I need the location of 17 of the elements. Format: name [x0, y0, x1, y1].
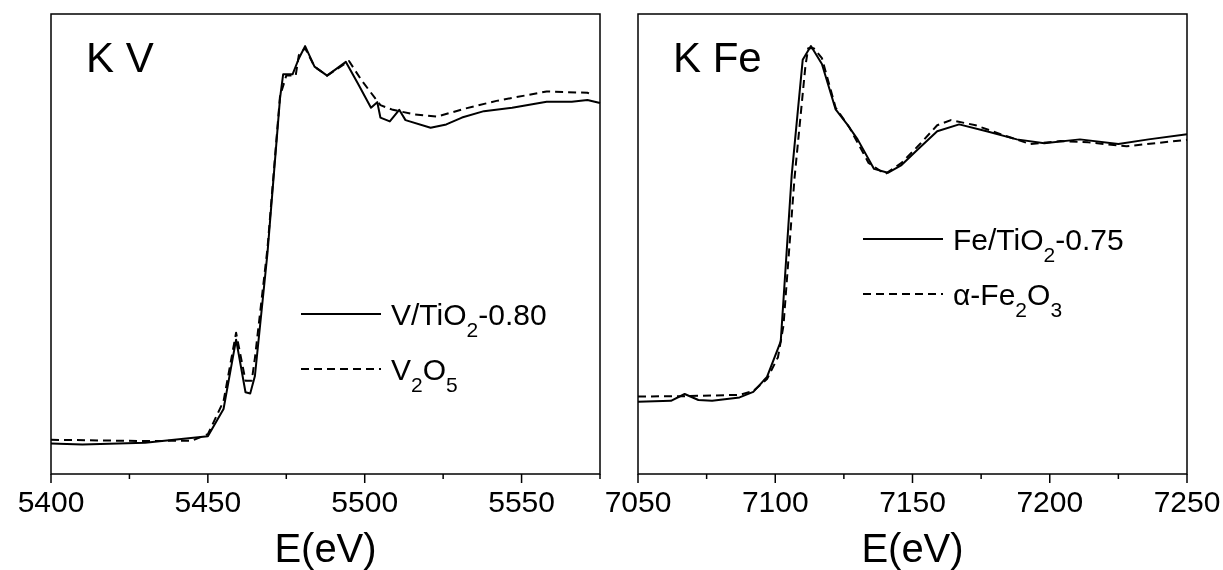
legend-label: Fe/TiO$_{2}$-0.75 [953, 223, 1124, 266]
x-tick-label: 5400 [17, 485, 85, 518]
x-tick-label: 7100 [741, 485, 809, 518]
x-tick-label: 5450 [174, 485, 242, 518]
x-tick-label: 5500 [331, 485, 399, 518]
legend-label: V/TiO$_{2}$-0.80 [391, 298, 547, 341]
legend-label: α-Fe$_{2}$O$_{3}$ [953, 278, 1063, 321]
x-axis-title: E(eV) [274, 526, 377, 570]
x-tick-label: 7150 [879, 485, 946, 518]
x-axis-title: E(eV) [861, 526, 964, 570]
x-tick-label: 7050 [604, 485, 672, 518]
chart-title: K V [86, 34, 154, 81]
x-tick-label: 7200 [1016, 485, 1084, 518]
chart-title: K Fe [673, 34, 762, 81]
x-tick-label: 5550 [488, 485, 555, 518]
legend-label: V$_{2}$O$_{5}$ [391, 353, 458, 396]
x-tick-label: 7250 [1153, 485, 1221, 518]
